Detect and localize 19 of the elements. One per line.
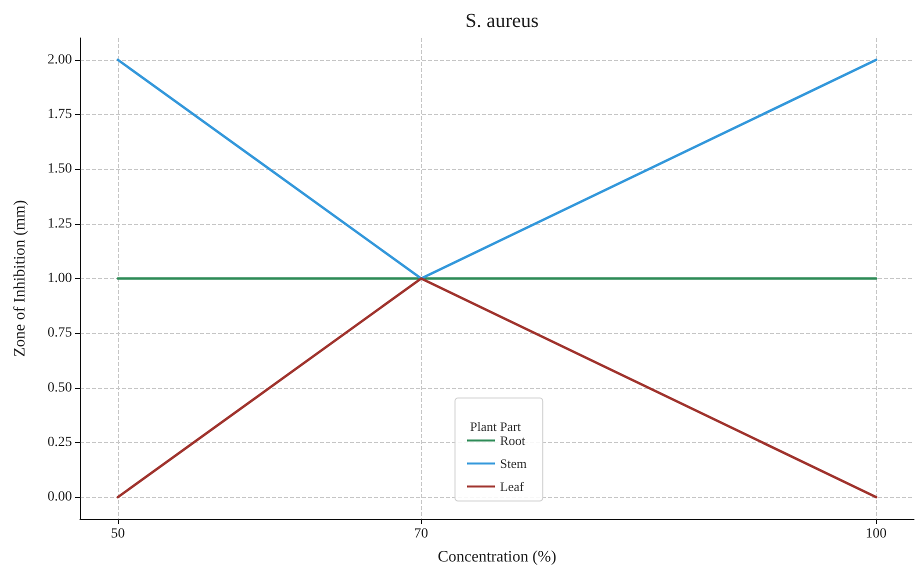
y-tick-label: 1.00 — [48, 271, 72, 286]
legend-label: Stem — [500, 456, 527, 471]
y-tick-label: 0.50 — [48, 380, 72, 396]
y-tick-label: 1.25 — [48, 216, 72, 232]
legend-title: Plant Part — [470, 419, 522, 434]
x-axis-title: Concentration (%) — [438, 548, 556, 566]
x-tick-label: 50 — [110, 526, 125, 542]
y-tick-label: 1.75 — [48, 107, 72, 122]
y-tick-label: 2.00 — [48, 52, 72, 68]
y-tick-label: 0.75 — [48, 326, 72, 341]
legend-label: Root — [500, 433, 526, 448]
chart-title: S. aureus — [465, 10, 539, 32]
x-tick-label: 70 — [414, 526, 428, 542]
x-tick-label: 100 — [866, 526, 887, 542]
y-tick-label: 0.25 — [48, 434, 72, 450]
legend-label: Leaf — [500, 479, 524, 494]
y-tick-label: 1.50 — [48, 162, 72, 177]
y-tick-label: 0.00 — [48, 490, 72, 505]
y-axis-title: Zone of Inhibition (mm) — [12, 200, 28, 357]
